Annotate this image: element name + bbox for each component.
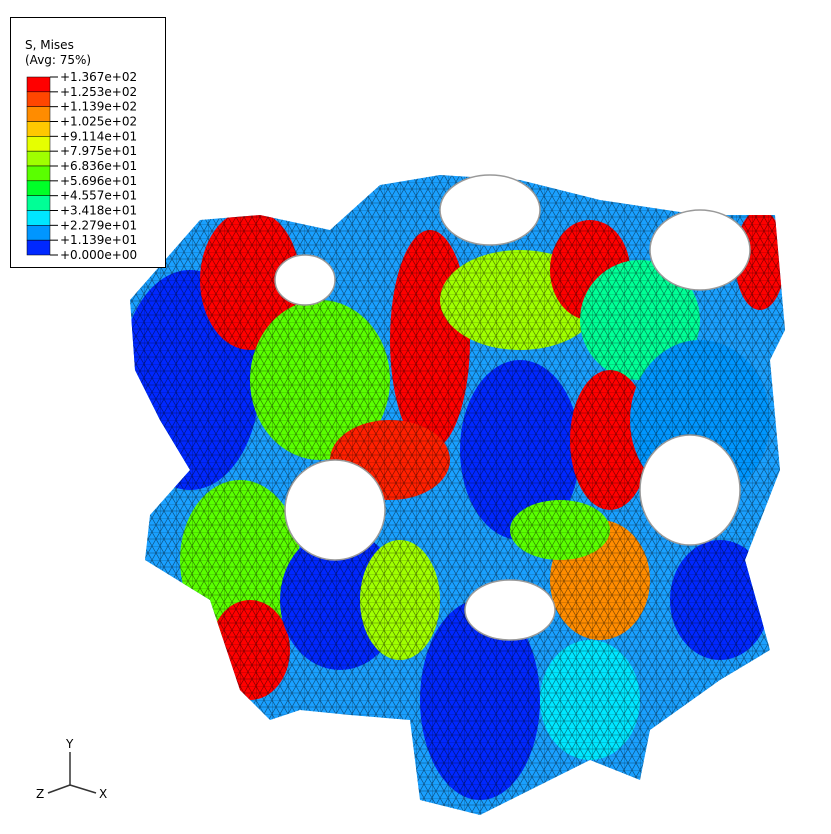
legend-swatch: [27, 211, 50, 226]
legend-title: S, Mises: [25, 38, 74, 52]
legend-label: +1.367e+02: [60, 70, 137, 84]
viewport: S, Mises (Avg: 75%) +1.367e+02+1.253e+02…: [0, 0, 831, 830]
legend-label: +3.418e+01: [60, 204, 137, 218]
legend-label: +0.000e+00: [60, 248, 137, 262]
legend-label: +1.253e+02: [60, 85, 137, 99]
triad-label: Y: [65, 737, 74, 751]
triad-z: [48, 785, 70, 793]
triad-x: [70, 785, 96, 793]
triad-label: X: [99, 787, 107, 801]
legend-swatch: [27, 240, 50, 255]
legend-swatch: [27, 77, 50, 92]
legend-label: +1.139e+01: [60, 233, 137, 247]
legend-label: +1.139e+02: [60, 100, 137, 114]
triad-label: Z: [36, 787, 44, 801]
legend-label: +6.836e+01: [60, 159, 137, 173]
legend-swatch: [27, 92, 50, 107]
legend-label: +4.557e+01: [60, 189, 137, 203]
legend-label: +2.279e+01: [60, 218, 137, 232]
legend-swatch: [27, 181, 50, 196]
legend-label: +1.025e+02: [60, 115, 137, 129]
legend-label: +7.975e+01: [60, 144, 137, 158]
legend-swatch: [27, 136, 50, 151]
legend-subtitle: (Avg: 75%): [25, 53, 91, 67]
legend-swatch: [27, 122, 50, 137]
legend-swatch: [27, 166, 50, 181]
axis-triad: Y X Z: [36, 737, 107, 801]
legend-swatch: [27, 151, 50, 166]
legend-swatch: [27, 196, 50, 211]
legend-label: +9.114e+01: [60, 129, 137, 143]
legend-swatch: [27, 107, 50, 122]
legend-label: +5.696e+01: [60, 174, 137, 188]
legend-swatch: [27, 225, 50, 240]
